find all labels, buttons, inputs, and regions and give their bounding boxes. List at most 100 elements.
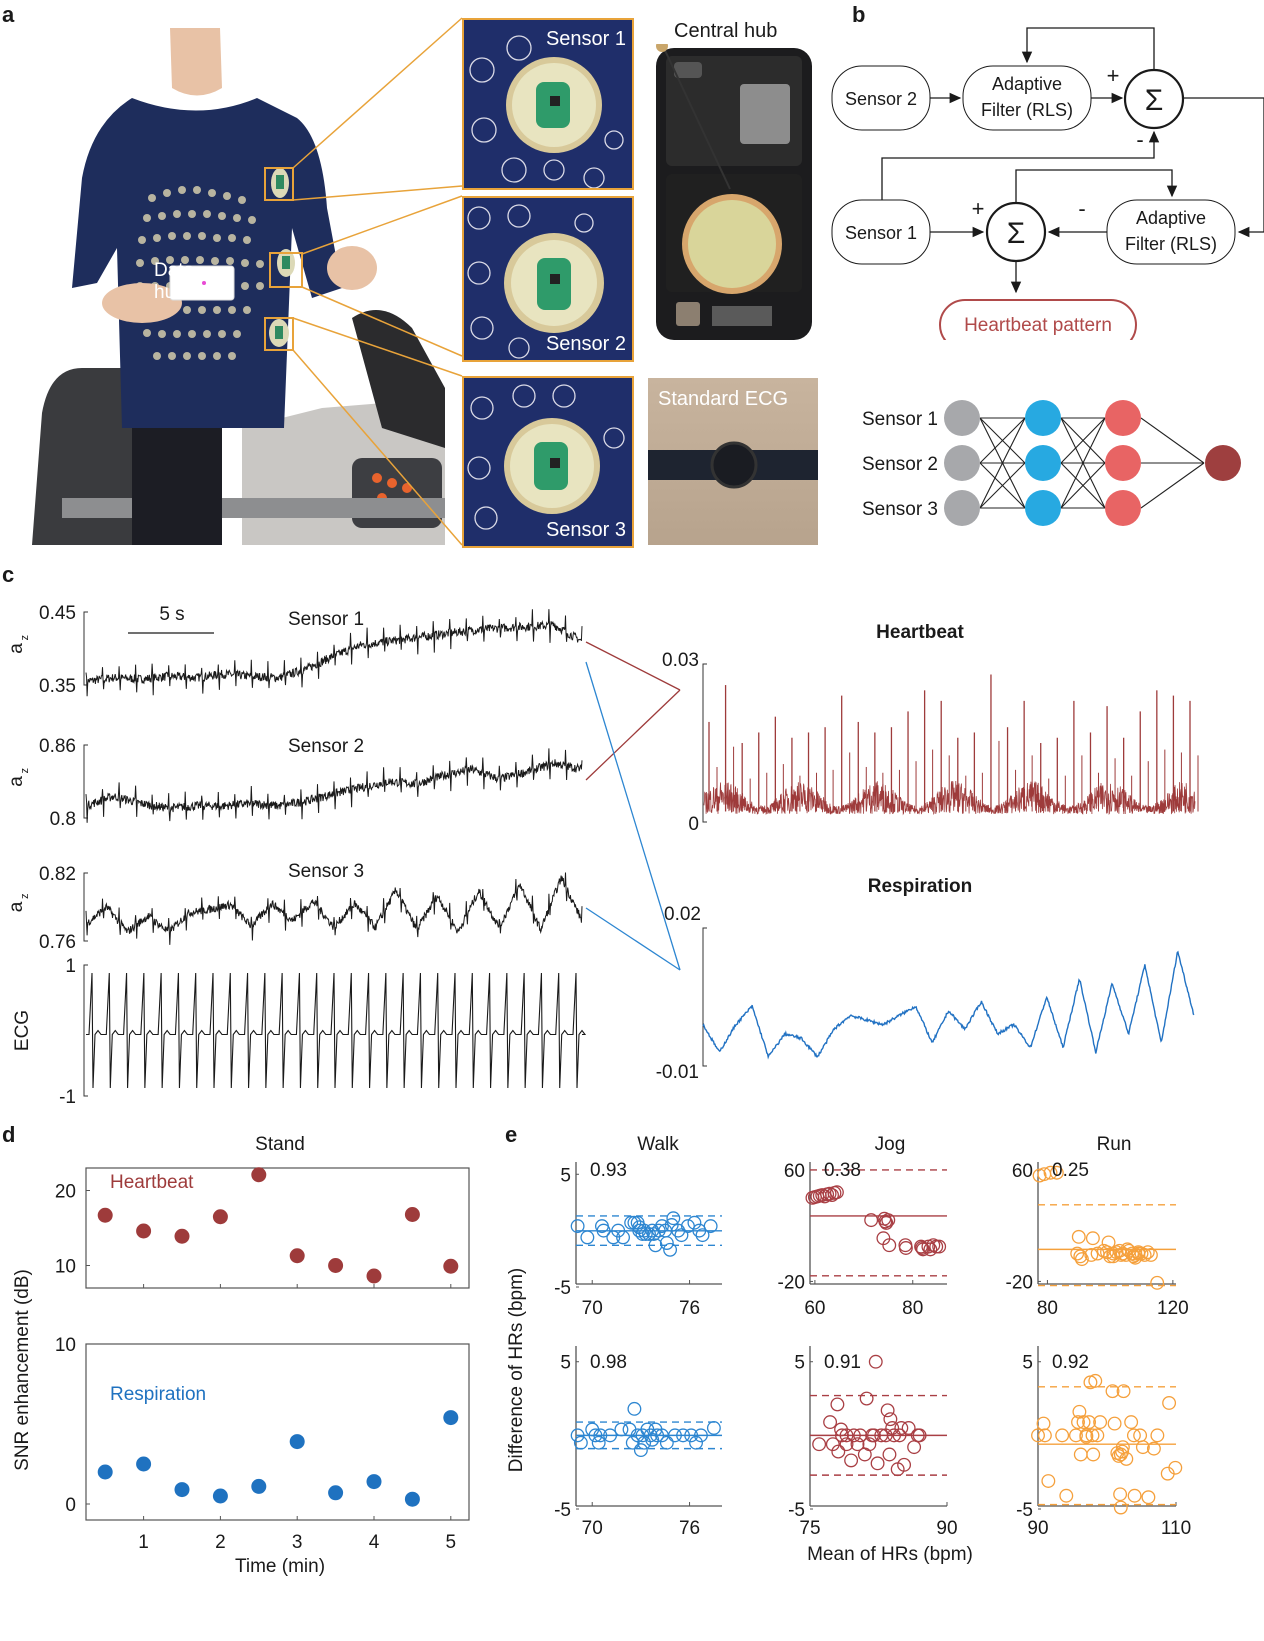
y-tick-label: -5 bbox=[1016, 1500, 1033, 1521]
data-point bbox=[674, 1228, 689, 1243]
trace-title: Sensor 1 bbox=[288, 609, 364, 630]
y-tick-label: 0.45 bbox=[39, 603, 76, 624]
scale-bar-label: 5 s bbox=[159, 604, 184, 625]
data-point bbox=[1141, 1490, 1156, 1505]
respiration-line bbox=[702, 950, 1195, 1060]
data-point bbox=[1043, 1165, 1058, 1180]
data-point bbox=[894, 1421, 909, 1435]
data-hub-label-line1: Data bbox=[154, 260, 195, 281]
data-point bbox=[898, 1238, 913, 1253]
central-hub-label: Central hub bbox=[674, 20, 778, 42]
data-point bbox=[695, 1228, 710, 1243]
sensor2-label: Sensor 2 bbox=[545, 333, 626, 355]
sensor1-text: Sensor 1 bbox=[845, 223, 917, 243]
data-point bbox=[1111, 1449, 1126, 1463]
data-point bbox=[404, 1491, 420, 1507]
data-point bbox=[830, 1397, 845, 1412]
y-tick-label: 5 bbox=[560, 1353, 571, 1374]
data-point bbox=[1073, 1447, 1088, 1462]
panel-label-b: b bbox=[852, 2, 866, 27]
data-point bbox=[1124, 1415, 1139, 1430]
data-point bbox=[864, 1213, 879, 1228]
sensor3-closeup: Sensor 3 bbox=[462, 376, 634, 548]
nn-input-label: Sensor 3 bbox=[862, 499, 938, 520]
data-point bbox=[812, 1437, 827, 1452]
data-point bbox=[366, 1268, 382, 1284]
data-point bbox=[846, 1428, 861, 1443]
data-point bbox=[593, 1428, 608, 1443]
data-point bbox=[859, 1391, 874, 1406]
x-tick-label: 80 bbox=[1037, 1298, 1058, 1319]
trace-line bbox=[85, 609, 583, 697]
nn-hidden2-node bbox=[1105, 490, 1141, 526]
y-axis bbox=[83, 744, 88, 819]
x-tick-label: 3 bbox=[292, 1532, 303, 1553]
data-point bbox=[136, 1456, 152, 1472]
trace-line bbox=[85, 748, 583, 823]
panel-label-c: c bbox=[2, 562, 15, 587]
data-point bbox=[1127, 1488, 1142, 1503]
x-tick-label: 120 bbox=[1157, 1298, 1189, 1319]
y-axis-label: az bbox=[6, 894, 31, 913]
data-point bbox=[898, 1241, 913, 1255]
data-point bbox=[825, 1437, 840, 1452]
data-point bbox=[570, 1219, 585, 1234]
nn-hidden1-node bbox=[1025, 445, 1061, 481]
y-tick-label: -5 bbox=[554, 1500, 571, 1521]
data-point bbox=[907, 1440, 922, 1455]
correlation-label: 0.93 bbox=[590, 1160, 627, 1181]
data-point bbox=[638, 1227, 653, 1241]
filter1-line2: Filter (RLS) bbox=[981, 100, 1073, 120]
data-point bbox=[1146, 1441, 1161, 1456]
y-tick-label: 0.8 bbox=[50, 809, 76, 830]
y-tick-label: 60 bbox=[1012, 1161, 1033, 1182]
y-axis bbox=[702, 927, 707, 1067]
data-point bbox=[648, 1238, 663, 1253]
data-point bbox=[642, 1227, 656, 1241]
x-tick-label: 76 bbox=[679, 1298, 700, 1319]
data-point bbox=[1116, 1384, 1131, 1399]
data-point bbox=[289, 1248, 305, 1264]
y-axis bbox=[83, 964, 88, 1097]
y-tick-label: -20 bbox=[778, 1272, 805, 1293]
data-point bbox=[1059, 1488, 1074, 1503]
standard-ecg-label: Standard ECG bbox=[658, 388, 789, 410]
snr-chart: Stand 20 10 Heartbeat 10 0 Respiration 1 2 3 4 5 Tim… bbox=[12, 1134, 470, 1577]
y-axis-label: Difference of HRs (bpm) bbox=[506, 1268, 527, 1473]
central-hub-photo bbox=[650, 40, 816, 344]
data-point bbox=[1093, 1415, 1108, 1430]
data-point bbox=[1082, 1415, 1097, 1430]
data-point bbox=[689, 1435, 703, 1450]
y-tick-label: 5 bbox=[794, 1353, 805, 1374]
x-tick-label: 1 bbox=[138, 1532, 149, 1553]
data-point bbox=[624, 1215, 639, 1230]
y-tick-label: 0.02 bbox=[664, 904, 701, 925]
data-point bbox=[1119, 1451, 1134, 1466]
trace-line bbox=[86, 972, 587, 1089]
data-point bbox=[703, 1219, 718, 1234]
data-point bbox=[625, 1435, 640, 1450]
y-tick-label: 60 bbox=[784, 1161, 805, 1182]
correlation-label: 0.91 bbox=[824, 1352, 861, 1373]
y-tick-label: -0.01 bbox=[656, 1062, 699, 1083]
plot-frame bbox=[85, 1343, 470, 1521]
filter1-line1: Adaptive bbox=[992, 74, 1062, 94]
y-axis-label-sub: z bbox=[19, 768, 31, 774]
data-point bbox=[887, 1428, 901, 1443]
data-point bbox=[844, 1453, 859, 1468]
data-point bbox=[835, 1428, 849, 1443]
x-tick-label: 75 bbox=[799, 1518, 820, 1539]
sum1-plus: + bbox=[1107, 63, 1120, 88]
y-tick-label: 0.35 bbox=[39, 676, 76, 697]
trace-title: Sensor 2 bbox=[288, 736, 364, 757]
y-tick-label: 10 bbox=[55, 1335, 76, 1356]
data-point bbox=[868, 1354, 883, 1369]
sum2-minus: - bbox=[1078, 196, 1085, 221]
data-point bbox=[853, 1428, 868, 1443]
data-point bbox=[251, 1167, 267, 1183]
data-point bbox=[622, 1422, 637, 1437]
x-tick-label: 90 bbox=[1027, 1518, 1048, 1539]
data-point bbox=[1131, 1246, 1146, 1261]
correlation-label: 0.92 bbox=[1052, 1352, 1089, 1373]
sensor2-text: Sensor 2 bbox=[845, 89, 917, 109]
